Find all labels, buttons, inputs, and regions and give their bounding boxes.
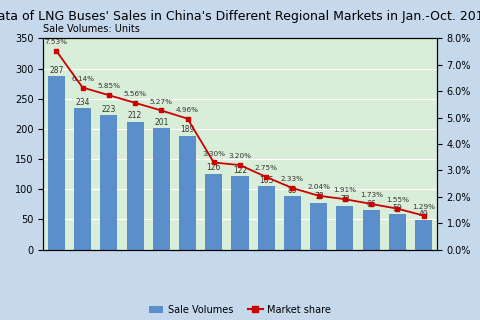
Text: 126: 126 xyxy=(206,164,221,172)
Bar xyxy=(231,176,249,250)
Text: 6.14%: 6.14% xyxy=(71,76,94,82)
Text: 1.73%: 1.73% xyxy=(360,192,383,198)
Bar xyxy=(336,205,353,250)
Text: 122: 122 xyxy=(233,166,247,175)
Text: 1.55%: 1.55% xyxy=(386,197,409,203)
Text: 2.75%: 2.75% xyxy=(255,165,278,171)
Text: 2.33%: 2.33% xyxy=(281,176,304,182)
Bar xyxy=(48,76,65,250)
Bar xyxy=(389,214,406,250)
Bar xyxy=(205,173,222,250)
Text: 5.85%: 5.85% xyxy=(97,83,120,89)
Text: 234: 234 xyxy=(75,98,90,107)
Bar xyxy=(415,220,432,250)
Bar xyxy=(100,115,117,250)
Text: 49: 49 xyxy=(419,210,429,219)
Bar xyxy=(153,128,170,250)
Text: 212: 212 xyxy=(128,111,142,120)
Text: 7.53%: 7.53% xyxy=(45,39,68,45)
Text: 1.29%: 1.29% xyxy=(412,204,435,210)
Bar xyxy=(179,136,196,250)
Text: Sale Volumes: Units: Sale Volumes: Units xyxy=(43,24,140,34)
Text: 2.04%: 2.04% xyxy=(307,184,330,190)
Text: 287: 287 xyxy=(49,66,63,75)
Bar xyxy=(363,210,380,250)
Text: 105: 105 xyxy=(259,176,274,185)
Bar xyxy=(127,122,144,250)
Text: 78: 78 xyxy=(314,192,324,201)
Text: 66: 66 xyxy=(366,200,376,209)
Text: 189: 189 xyxy=(180,125,195,134)
Text: 5.56%: 5.56% xyxy=(123,91,146,97)
Bar xyxy=(310,203,327,250)
Text: 201: 201 xyxy=(154,118,168,127)
Bar xyxy=(74,108,91,250)
Text: 59: 59 xyxy=(393,204,402,213)
Text: 4.96%: 4.96% xyxy=(176,107,199,113)
Legend: Sale Volumes, Market share: Sale Volumes, Market share xyxy=(145,301,335,319)
Bar xyxy=(258,186,275,250)
Text: 223: 223 xyxy=(102,105,116,114)
Text: 1.91%: 1.91% xyxy=(334,188,357,193)
Text: 5.27%: 5.27% xyxy=(150,99,173,105)
Text: 3.20%: 3.20% xyxy=(228,153,252,159)
Text: Data of LNG Buses' Sales in China's Different Regional Markets in Jan.-Oct. 2012: Data of LNG Buses' Sales in China's Diff… xyxy=(0,10,480,23)
Text: 73: 73 xyxy=(340,195,350,204)
Text: 3.30%: 3.30% xyxy=(202,151,225,157)
Bar xyxy=(284,196,301,250)
Text: 89: 89 xyxy=(288,186,297,195)
